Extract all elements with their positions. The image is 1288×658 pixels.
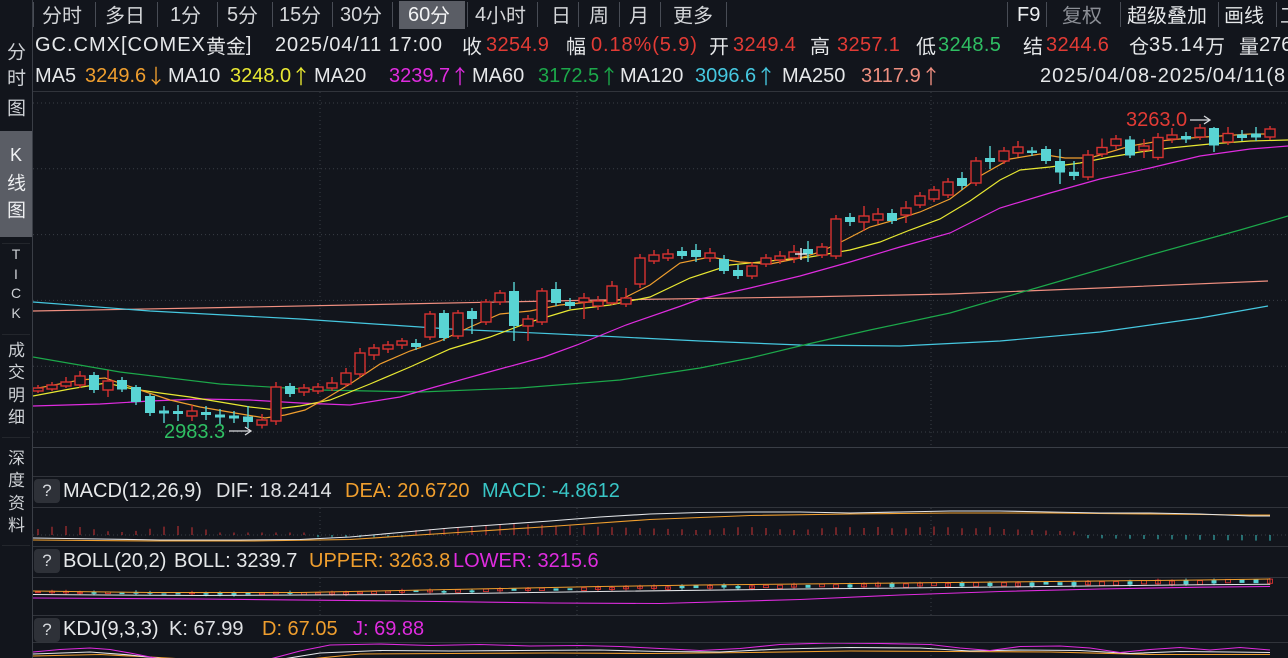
svg-text:2983.3: 2983.3	[164, 421, 225, 443]
svg-text:3263.0: 3263.0	[1126, 109, 1187, 131]
